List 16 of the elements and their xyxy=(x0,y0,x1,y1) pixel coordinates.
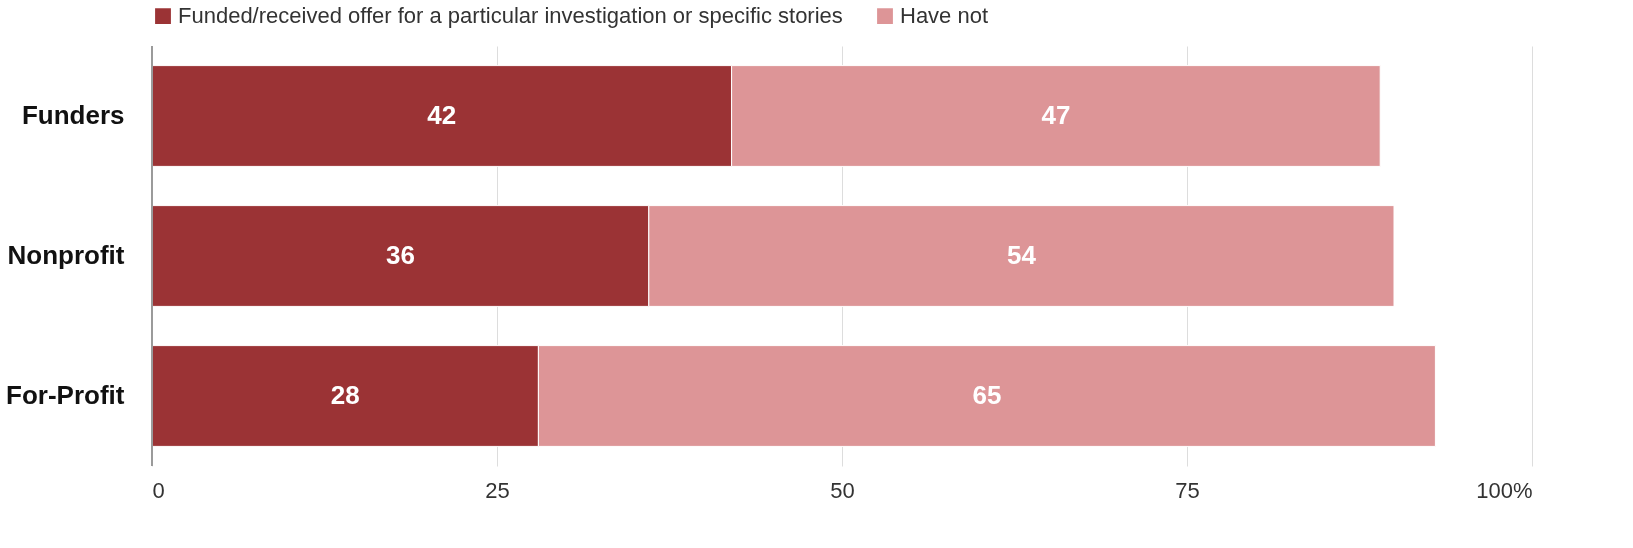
x-tick-label: 0 xyxy=(152,477,165,503)
x-tick-label: 50 xyxy=(830,477,855,503)
data-label: 47 xyxy=(1041,100,1071,130)
legend-label: Funded/received offer for a particular investigation or specific stories xyxy=(178,3,843,29)
y-tick-label: For-Profit xyxy=(6,380,125,410)
data-label: 42 xyxy=(427,100,457,130)
x-tick-label: 25 xyxy=(485,477,510,503)
data-label: 54 xyxy=(1006,240,1037,270)
x-tick-label: 75 xyxy=(1175,477,1200,503)
data-label: 65 xyxy=(972,380,1002,410)
y-tick-label: Nonprofit xyxy=(7,240,125,270)
data-label: 28 xyxy=(330,380,360,410)
data-label: 36 xyxy=(385,240,415,270)
x-tick-label: 100% xyxy=(1476,477,1533,503)
y-tick-label: Funders xyxy=(21,100,125,130)
legend-label: Have not xyxy=(900,3,989,29)
